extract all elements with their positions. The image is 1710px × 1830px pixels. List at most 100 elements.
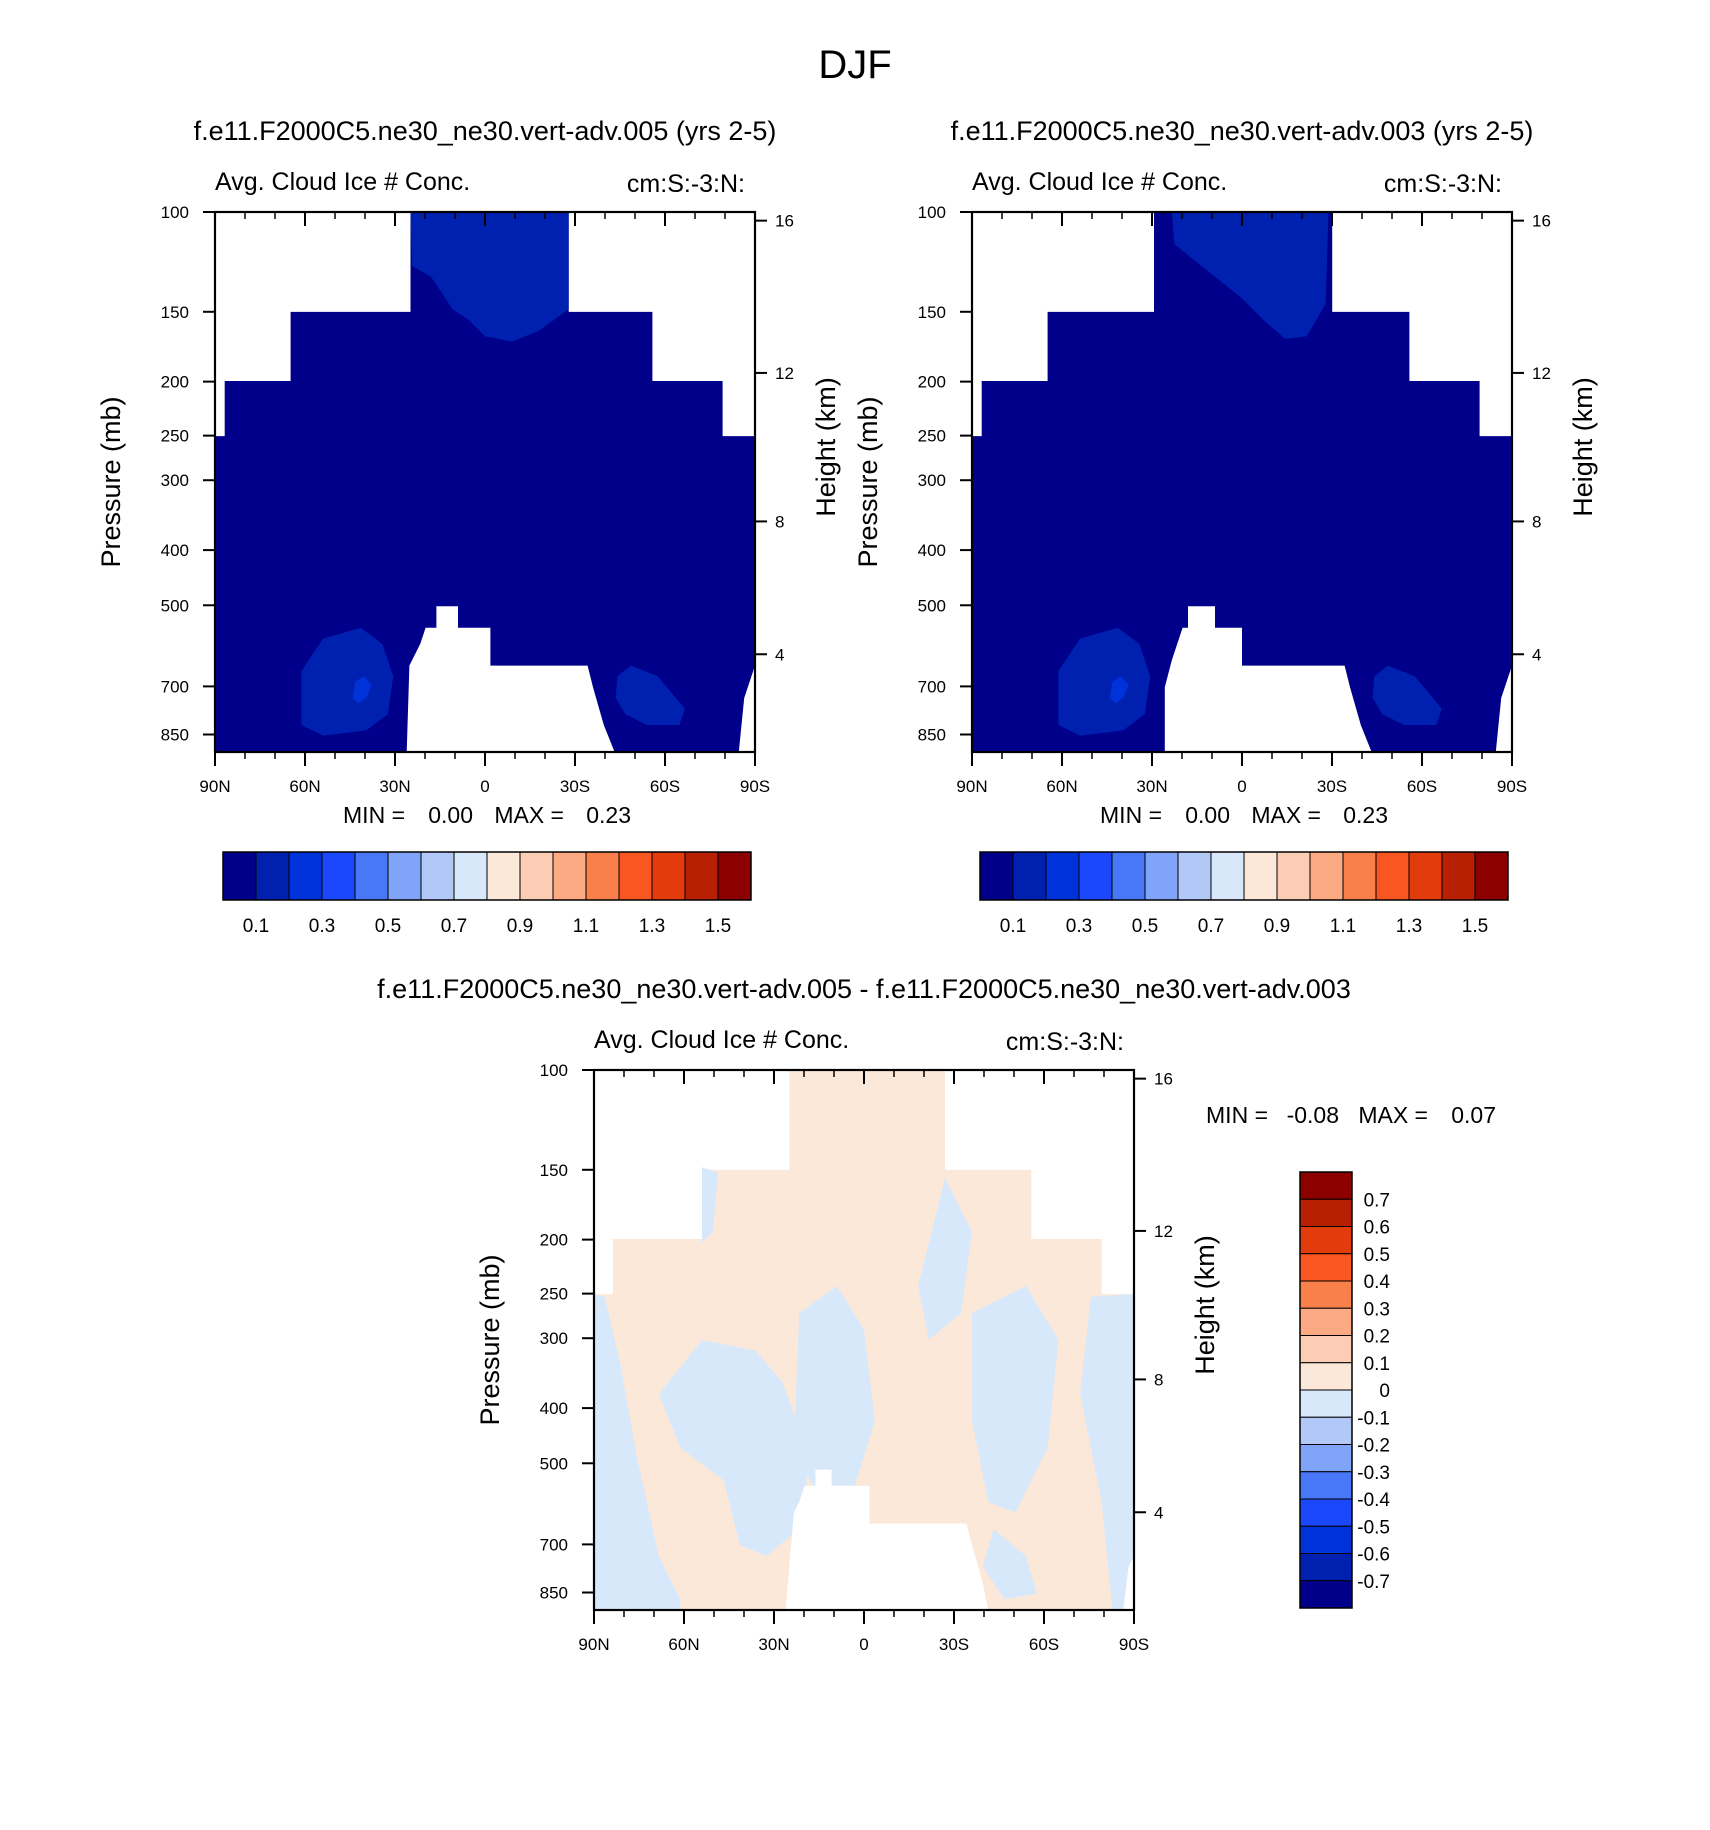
y-right-tick-label: 16 (1154, 1070, 1173, 1089)
colorbar-box (1299, 1525, 1353, 1554)
colorbar-frame (979, 851, 1509, 901)
colorbar-box (1078, 851, 1113, 901)
panel-variable-name: Avg. Cloud Ice # Conc. (594, 1026, 849, 1054)
colorbar-label: 0.5 (1364, 1245, 1390, 1266)
plot-area (594, 1070, 1134, 1610)
panel-top-left: 90N 60N 30N 0 30S 60S 90S 100 150 200 250 300 400 500… (96, 116, 841, 937)
panel-bottom-difference: 90N 60N 30N 0 30S 60S 90S 100 150 200 250 300 400 500… (377, 974, 1496, 1654)
colorbar-label: 0.5 (375, 916, 401, 937)
upper-tropical-maximum (1171, 212, 1329, 339)
colorbar-box (1243, 851, 1278, 901)
y-right-axis-label: Height (km) (811, 377, 841, 517)
y-tick-label: 150 (540, 1161, 568, 1180)
lower-nh-maximum (301, 627, 394, 736)
y-tick-label: 500 (918, 596, 946, 615)
min-value: 0.00 (428, 802, 473, 828)
below-surface-mask (1164, 606, 1372, 752)
x-tick-label: 60S (650, 777, 680, 796)
colorbar-box (1309, 851, 1344, 901)
difference-negative-region (793, 1286, 875, 1502)
difference-negative-region (918, 1178, 972, 1340)
min-value: -0.08 (1287, 1102, 1339, 1128)
colorbar-label: 0.9 (507, 916, 533, 937)
colorbar-label: 1.3 (1396, 916, 1422, 937)
colorbar-label: 1.1 (1330, 916, 1356, 937)
colorbar-box (1299, 1335, 1353, 1364)
lower-nh-maximum (1058, 627, 1151, 736)
lower-nh-core (1109, 676, 1129, 704)
colorbar-box (684, 851, 719, 901)
difference-negative-region (972, 1286, 1059, 1513)
y-tick-label: 250 (540, 1285, 568, 1304)
y-tick-label: 100 (161, 203, 189, 222)
colorbar-box (1299, 1362, 1353, 1391)
y-tick-label: 250 (161, 427, 189, 446)
y-tick-label: 400 (918, 541, 946, 560)
difference-negative-region (1080, 1294, 1134, 1610)
colorbar-box (1474, 851, 1509, 901)
panel-units: cm:S:-3:N: (1006, 1028, 1124, 1056)
colorbar-label: 0.3 (309, 916, 335, 937)
max-value: 0.07 (1451, 1102, 1496, 1128)
x-tick-label: 60S (1029, 1635, 1059, 1654)
colorbar-box (585, 851, 620, 901)
y-right-tick-label: 8 (1532, 512, 1541, 531)
x-tick-label: 30N (379, 777, 410, 796)
colorbar-label: -0.5 (1357, 1517, 1390, 1538)
y-right-tick-label: 4 (775, 645, 784, 664)
y-axis-label: Pressure (mb) (96, 396, 126, 567)
y-tick-label: 200 (161, 373, 189, 392)
colorbar-label: 0.7 (1198, 916, 1224, 937)
colorbar-box (1299, 1389, 1353, 1418)
x-tick-label: 30N (758, 1635, 789, 1654)
colorbar-box (486, 851, 521, 901)
colorbar-label: 0.3 (1066, 916, 1092, 937)
colorbar-label: 0.7 (441, 916, 467, 937)
colorbar-box (1177, 851, 1212, 901)
y-tick-label: 100 (540, 1061, 568, 1080)
min-label: MIN = (343, 802, 405, 828)
y-tick-label: 400 (161, 541, 189, 560)
y-tick-label: 700 (161, 677, 189, 696)
panel-title: f.e11.F2000C5.ne30_ne30.vert-adv.005 (yr… (194, 116, 777, 146)
y-tick-label: 500 (161, 596, 189, 615)
colorbar-box (1342, 851, 1377, 901)
difference-negative-region (594, 1294, 681, 1610)
south-pole-mask (1495, 665, 1512, 752)
max-value: 0.23 (586, 802, 631, 828)
colorbar-box (519, 851, 554, 901)
y-right-tick-label: 4 (1532, 645, 1541, 664)
upper-tropical-maximum (410, 212, 569, 342)
panel-title: f.e11.F2000C5.ne30_ne30.vert-adv.005 - f… (377, 974, 1351, 1004)
y-right-tick-label: 8 (775, 512, 784, 531)
y-tick-label: 200 (540, 1231, 568, 1250)
y-tick-label: 300 (540, 1329, 568, 1348)
y-tick-label: 700 (918, 677, 946, 696)
plot-area (972, 212, 1512, 752)
colorbar-label: 0.3 (1364, 1299, 1390, 1320)
y-right-axis-label: Height (km) (1190, 1235, 1220, 1375)
y-right-tick-label: 16 (775, 212, 794, 231)
y-right-axis-label: Height (km) (1568, 377, 1598, 517)
x-tick-label: 0 (1237, 777, 1246, 796)
colorbar-box (651, 851, 686, 901)
colorbar-label: -0.6 (1357, 1545, 1390, 1566)
x-tick-label: 60N (668, 1635, 699, 1654)
colorbar-box (387, 851, 422, 901)
colorbar-box (222, 851, 257, 901)
colorbar-box (1299, 1471, 1353, 1500)
y-right-tick-label: 4 (1154, 1503, 1163, 1522)
colorbar-label: 0.2 (1364, 1327, 1390, 1348)
colorbar-box (1299, 1280, 1353, 1309)
colorbar-box (1299, 1198, 1353, 1227)
x-tick-label: 60N (1046, 777, 1077, 796)
colorbar-box (321, 851, 356, 901)
colorbar-box (1375, 851, 1410, 901)
panel-top-right: 90N 60N 30N 0 30S 60S 90S 100 150 200 250 300 400 500… (853, 116, 1598, 937)
x-tick-label: 90N (578, 1635, 609, 1654)
colorbar-box (717, 851, 752, 901)
colorbar-label: 1.1 (573, 916, 599, 937)
colorbar-label: 1.5 (1462, 916, 1488, 937)
min-label: MIN = (1100, 802, 1162, 828)
colorbar-label: 0 (1379, 1381, 1390, 1402)
